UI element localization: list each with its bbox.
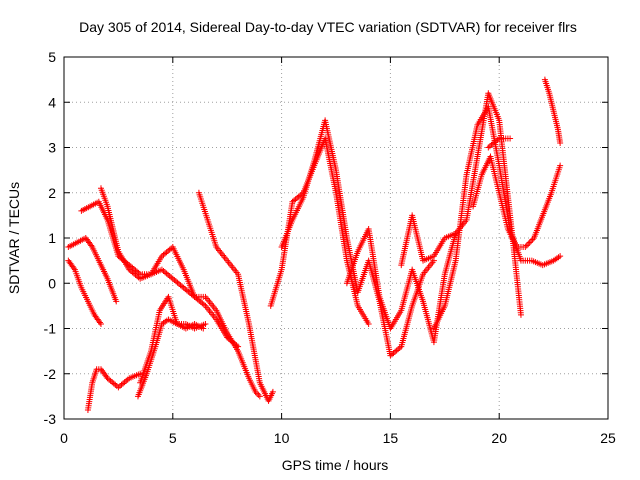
series-sat-i [267,135,372,327]
data-point [517,311,524,318]
series-sat-g [137,293,207,386]
data-point [557,253,564,260]
series-sat-b [65,257,104,327]
y-axis-title: SDTVAR / TECUs [6,182,22,294]
data-point [235,343,242,350]
data-points [65,76,564,413]
data-point [525,241,532,248]
data-point [528,238,535,245]
data-point [557,139,564,146]
y-tick-label: 2 [48,185,56,201]
series-sat-c [78,198,263,400]
data-point [526,239,533,246]
series-sat-k [343,225,459,346]
x-tick-label: 5 [169,430,177,446]
y-tick-label: -1 [44,321,57,337]
series-sat-j [278,117,437,359]
x-axis-title: GPS time / hours [282,457,389,473]
y-tick-label: 0 [48,275,56,291]
y-tick-label: 1 [48,230,56,246]
data-point [365,320,372,327]
series-sat-a [65,235,120,305]
y-tick-label: 4 [48,94,56,110]
data-point [202,320,209,327]
data-point [557,162,564,169]
data-point [137,370,144,377]
x-tick-label: 0 [60,430,68,446]
series-sat-f [134,316,209,400]
series-sat-p [541,76,564,146]
data-point [255,391,262,398]
data-point [523,242,530,249]
x-tick-label: 10 [274,430,290,446]
y-tick-label: -3 [44,411,57,427]
series-sat-l [398,90,524,318]
series-sat-d [84,366,144,413]
y-axis-ticks: -3 -2 -1 0 1 2 3 4 5 [44,49,608,427]
data-point [507,135,514,142]
x-tick-label: 15 [383,430,399,446]
data-point [200,325,207,332]
series-sat-h [195,189,276,404]
y-tick-label: 5 [48,49,56,65]
y-tick-label: 3 [48,140,56,156]
series-sat-o [485,135,514,151]
data-point [113,298,120,305]
series-sat-n [470,153,564,251]
x-axis-ticks: 0 5 10 15 20 25 [60,57,616,446]
data-point [256,393,263,400]
data-point [269,388,276,395]
x-tick-label: 20 [491,430,507,446]
x-tick-label: 25 [600,430,616,446]
data-point [97,320,104,327]
plot-frame [63,56,609,420]
chart-title: Day 305 of 2014, Sidereal Day-to-day VTE… [79,19,577,35]
series-sat-e [97,185,242,350]
y-tick-label: -2 [44,366,57,382]
